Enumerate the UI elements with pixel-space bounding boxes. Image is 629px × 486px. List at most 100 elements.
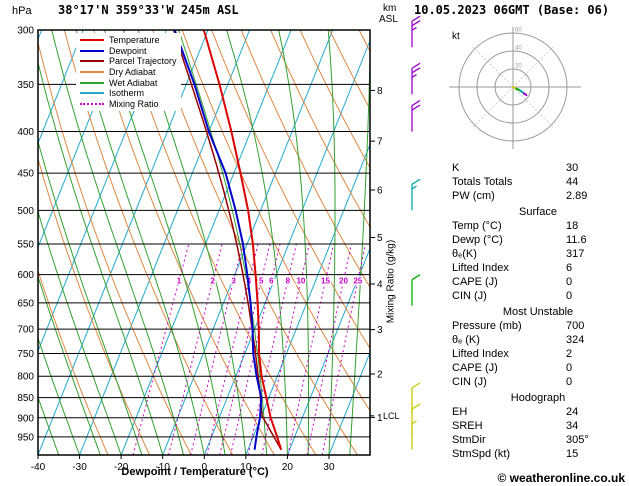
altitude-unit-km: km bbox=[383, 3, 397, 14]
wind-barb bbox=[411, 100, 421, 132]
stat-value: 2 bbox=[566, 348, 573, 360]
svg-text:2: 2 bbox=[377, 370, 383, 381]
stat-value: 700 bbox=[566, 320, 585, 332]
svg-text:950: 950 bbox=[17, 432, 34, 443]
stat-row: Lifted Index 2 bbox=[450, 348, 626, 362]
skewt-chart: 1 2 3 4 5 6 8 10 15 20 253003504004505005506006507… bbox=[17, 15, 421, 473]
mixing-ratio-labels: 1 2 3 4 5 6 8 10 15 20 25 bbox=[175, 275, 364, 287]
datetime-label: 10.05.2023 06GMT (Base: 06) bbox=[414, 3, 610, 17]
svg-text:8: 8 bbox=[286, 277, 291, 286]
svg-text:4: 4 bbox=[377, 280, 383, 291]
stat-label: Temp (°C) bbox=[452, 220, 502, 232]
svg-text:600: 600 bbox=[17, 270, 34, 281]
svg-text:900: 900 bbox=[17, 413, 34, 424]
hodograph-ring bbox=[458, 32, 568, 142]
stat-label: StmDir bbox=[452, 434, 486, 446]
lcl-label: LCL bbox=[383, 411, 400, 421]
stat-label: Totals Totals bbox=[452, 176, 513, 188]
svg-text:450: 450 bbox=[17, 169, 34, 180]
wind-barb bbox=[411, 382, 421, 414]
stat-value: 34 bbox=[566, 420, 579, 432]
hodograph-ring bbox=[476, 50, 550, 124]
svg-text:10: 10 bbox=[240, 462, 252, 473]
stat-row: Dewp (°C) 11.6 bbox=[450, 234, 626, 248]
stat-value: 305° bbox=[566, 434, 589, 446]
stat-label: PW (cm) bbox=[452, 190, 495, 202]
svg-text:5: 5 bbox=[377, 233, 383, 244]
stat-value: 11.6 bbox=[566, 234, 587, 246]
altitude-unit-asl: ASL bbox=[379, 14, 398, 25]
hodograph-wind-trace bbox=[522, 92, 528, 97]
legend-label: Wet Adiabat bbox=[109, 77, 158, 88]
svg-text:20: 20 bbox=[282, 462, 294, 473]
wind-barb bbox=[411, 62, 421, 95]
stats-section-header: Hodograph bbox=[510, 392, 566, 404]
stat-label: CAPE (J) bbox=[452, 362, 498, 374]
stat-label: Lifted Index bbox=[452, 348, 509, 360]
stat-label: Dewp (°C) bbox=[452, 234, 503, 246]
stat-row: θₑ (K) 324 bbox=[450, 334, 626, 348]
svg-text:-10: -10 bbox=[155, 462, 170, 473]
svg-text:7: 7 bbox=[377, 137, 383, 148]
svg-text:-40: -40 bbox=[31, 462, 46, 473]
wind-barb bbox=[411, 403, 421, 436]
svg-text:6: 6 bbox=[269, 277, 274, 286]
stat-row: StmDir 305° bbox=[450, 434, 626, 448]
legend-item: Isotherm bbox=[80, 88, 177, 99]
svg-text:750: 750 bbox=[17, 349, 34, 360]
stats-panel: K 30 Totals Totals 44 PW (cm) 2.89 Surface Temp… bbox=[450, 162, 626, 462]
svg-text:20: 20 bbox=[339, 277, 348, 286]
stat-row: SREH 34 bbox=[450, 420, 626, 434]
stat-row: θₑ(K) 317 bbox=[450, 248, 626, 262]
svg-text:850: 850 bbox=[17, 393, 34, 404]
x-axis-title: Dewpoint / Temperature (°C) bbox=[121, 466, 269, 478]
hodograph-ring-label: 60 bbox=[515, 28, 522, 34]
stat-label: EH bbox=[452, 406, 468, 418]
dewpoint-curve bbox=[173, 30, 263, 450]
stat-row: EH 24 bbox=[450, 406, 626, 420]
copyright: © weatheronline.co.uk bbox=[497, 471, 625, 485]
wind-barb bbox=[411, 15, 421, 48]
svg-text:550: 550 bbox=[17, 240, 34, 251]
stat-row: StmSpd (kt) 15 bbox=[450, 448, 626, 462]
stat-label: CIN (J) bbox=[452, 290, 487, 302]
svg-text:5: 5 bbox=[259, 277, 264, 286]
svg-text:3: 3 bbox=[377, 325, 383, 336]
legend-item: Temperature bbox=[80, 35, 177, 46]
stat-value: 2.89 bbox=[566, 190, 588, 202]
station-title: 38°17'N 359°33'W 245m ASL bbox=[58, 3, 239, 17]
svg-text:700: 700 bbox=[17, 325, 34, 336]
hodograph-ring-label: 20 bbox=[515, 64, 522, 70]
stat-value: 6 bbox=[566, 262, 573, 274]
legend-item: Dry Adiabat bbox=[80, 67, 177, 78]
svg-text:400: 400 bbox=[17, 127, 34, 138]
pressure-tick-labels: 300 350 400 450 500 550 600 650 700 750 800 850 900 9… bbox=[17, 26, 34, 444]
stat-row: Lifted Index 6 bbox=[450, 262, 626, 276]
legend-item: Parcel Trajectory bbox=[80, 56, 177, 67]
svg-text:-20: -20 bbox=[114, 462, 129, 473]
svg-text:2: 2 bbox=[210, 277, 215, 286]
wind-barb bbox=[411, 274, 421, 306]
legend-item: Dewpoint bbox=[80, 46, 177, 57]
hodograph: 20 40 60 bbox=[449, 27, 581, 149]
svg-text:350: 350 bbox=[17, 80, 34, 91]
svg-text:1: 1 bbox=[377, 413, 383, 424]
stat-value: 317 bbox=[566, 248, 585, 260]
legend-label: Temperature bbox=[109, 35, 160, 46]
isotherm-lines bbox=[38, 30, 370, 455]
legend-item: Wet Adiabat bbox=[80, 77, 177, 88]
legend-label: Mixing Ratio bbox=[109, 98, 159, 109]
svg-text:30: 30 bbox=[323, 462, 335, 473]
mixing-ratio-lines bbox=[132, 243, 366, 455]
legend-label: Dry Adiabat bbox=[109, 67, 156, 78]
svg-text:-30: -30 bbox=[72, 462, 87, 473]
stat-label: θₑ(K) bbox=[452, 248, 477, 260]
svg-text:1: 1 bbox=[177, 277, 182, 286]
svg-text:3: 3 bbox=[231, 277, 236, 286]
svg-text:15: 15 bbox=[321, 277, 330, 286]
mixing-ratio-axis-title: Mixing Ratio (g/kg) bbox=[385, 239, 397, 324]
stat-row: Temp (°C) 18 bbox=[450, 220, 626, 234]
km-asl-axis: 8 7 6 5 4 3 2 1 bbox=[370, 86, 383, 424]
stat-row: CAPE (J) 0 bbox=[450, 362, 626, 376]
